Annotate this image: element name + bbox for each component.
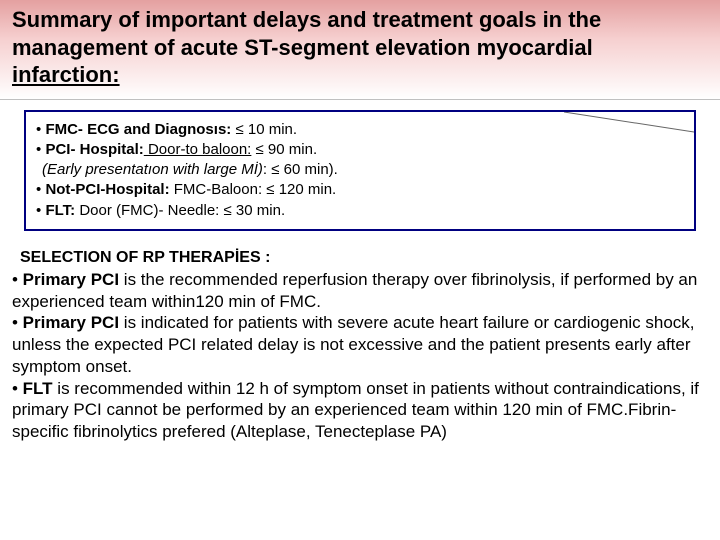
delay-label: Not-PCI-Hospital: xyxy=(45,181,169,198)
delay-row-flt: • FLT: Door (FMC)- Needle: ≤ 30 min. xyxy=(36,201,684,221)
delay-label: FMC- ECG and Diagnosıs: xyxy=(45,121,231,138)
page-title: Summary of important delays and treatmen… xyxy=(12,6,708,89)
bullet: • xyxy=(36,181,41,198)
title-line-2: management of acute ST-segment elevation… xyxy=(12,35,593,60)
delay-row-pci-hospital: • PCI- Hospital: Door-to baloon: ≤ 90 mi… xyxy=(36,140,684,160)
delay-value: ≤ 90 min. xyxy=(251,141,317,158)
delay-label: PCI- Hospital: xyxy=(45,141,143,158)
para-lead: Primary PCI xyxy=(18,270,119,289)
title-line-1: Summary of important delays and treatmen… xyxy=(12,7,601,32)
delay-value: FMC-Baloon: ≤ 120 min. xyxy=(170,181,337,198)
selection-para-primary-pci-2: • Primary PCI is indicated for patients … xyxy=(12,312,708,377)
delay-value: Door (FMC)- Needle: ≤ 30 min. xyxy=(75,202,285,219)
delay-sublabel: Door-to baloon: xyxy=(144,141,252,158)
selection-para-primary-pci-1: • Primary PCI is the recommended reperfu… xyxy=(12,269,708,313)
delay-row-early-presentation: (Early presentatıon with large Mİ): ≤ 60… xyxy=(36,160,684,180)
title-line-3: infarction: xyxy=(12,62,120,87)
delay-label: FLT: xyxy=(45,202,75,219)
bullet: • xyxy=(36,141,41,158)
header-gradient-band: Summary of important delays and treatmen… xyxy=(0,0,720,100)
bullet: • xyxy=(36,121,41,138)
delay-paren: (Early presentatıon with large Mİ) xyxy=(42,161,263,178)
bullet: • xyxy=(36,202,41,219)
delay-row-not-pci: • Not-PCI-Hospital: FMC-Baloon: ≤ 120 mi… xyxy=(36,180,684,200)
delay-value: ≤ 10 min. xyxy=(231,121,297,138)
selection-section-title: SELECTION OF RP THERAPİES : xyxy=(0,249,720,269)
spacer xyxy=(0,237,720,249)
delay-tail: : ≤ 60 min). xyxy=(263,161,338,178)
delay-row-fmc-ecg: • FMC- ECG and Diagnosıs: ≤ 10 min. xyxy=(36,120,684,140)
para-lead: FLT xyxy=(18,379,53,398)
selection-para-flt: • FLT is recommended within 12 h of symp… xyxy=(12,378,708,443)
para-text: is recommended within 12 h of symptom on… xyxy=(12,379,699,442)
delays-summary-box: • FMC- ECG and Diagnosıs: ≤ 10 min. • PC… xyxy=(24,110,696,231)
selection-body: • Primary PCI is the recommended reperfu… xyxy=(0,269,720,443)
para-lead: Primary PCI xyxy=(18,313,119,332)
